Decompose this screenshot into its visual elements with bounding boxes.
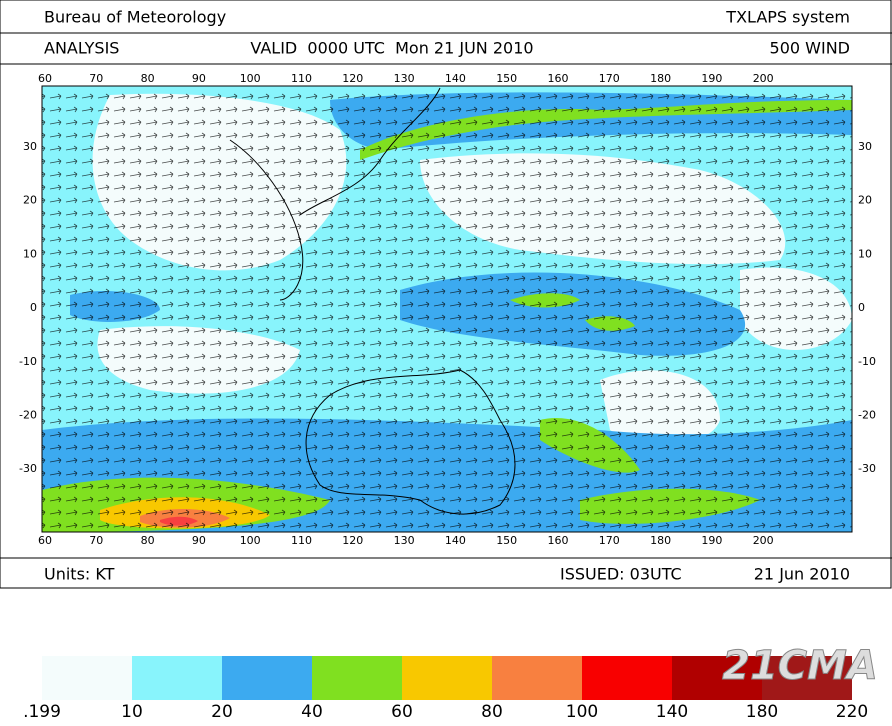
- lat-label: -20: [858, 409, 876, 422]
- lon-label: 90: [192, 72, 206, 85]
- legend-swatch: [582, 656, 672, 700]
- legend: .199 10 20 40 60 80 100 140 180 220: [23, 656, 868, 722]
- lon-label: 80: [141, 72, 155, 85]
- product: ANALYSIS: [44, 39, 119, 58]
- lat-label: -10: [858, 355, 876, 368]
- legend-swatch: [672, 656, 762, 700]
- units: Units: KT: [44, 565, 115, 584]
- lon-label: 200: [753, 534, 774, 547]
- lon-label: 180: [650, 534, 671, 547]
- lon-label: 190: [701, 534, 722, 547]
- lon-label: 200: [753, 72, 774, 85]
- lon-label: 160: [548, 72, 569, 85]
- lon-label: 160: [548, 534, 569, 547]
- legend-swatch: [42, 656, 132, 700]
- lat-label: 20: [858, 194, 872, 207]
- legend-label: 140: [656, 702, 688, 722]
- legend-label: 60: [391, 702, 413, 722]
- field: 500 WIND: [770, 39, 850, 58]
- lon-label: 130: [394, 534, 415, 547]
- lat-label: 0: [30, 301, 37, 314]
- lon-label: 140: [445, 534, 466, 547]
- issue-date: 21 Jun 2010: [754, 565, 850, 584]
- lat-label: -30: [858, 462, 876, 475]
- legend-label: 10: [121, 702, 143, 722]
- lon-label: 120: [342, 534, 363, 547]
- legend-swatch: [492, 656, 582, 700]
- lat-label: 10: [858, 247, 872, 260]
- lon-label: 130: [394, 72, 415, 85]
- lat-label: 0: [858, 301, 865, 314]
- legend-swatch: [402, 656, 492, 700]
- lat-label: 10: [23, 247, 37, 260]
- legend-label: 100: [566, 702, 598, 722]
- issued: ISSUED: 03UTC: [560, 565, 682, 584]
- map-field: [42, 86, 852, 532]
- lon-label: 70: [89, 534, 103, 547]
- lon-label: 120: [342, 72, 363, 85]
- legend-swatch: [132, 656, 222, 700]
- agency: Bureau of Meteorology: [44, 8, 226, 27]
- lat-label: -30: [19, 462, 37, 475]
- lon-label: 110: [291, 534, 312, 547]
- lon-label: 100: [240, 72, 261, 85]
- lon-label: 60: [38, 72, 52, 85]
- lon-label: 110: [291, 72, 312, 85]
- lat-label: 30: [23, 140, 37, 153]
- lon-label: 90: [192, 534, 206, 547]
- axis-labels: 6060707080809090100100110110120120130130…: [19, 72, 876, 547]
- lon-label: 140: [445, 72, 466, 85]
- lon-label: 100: [240, 534, 261, 547]
- lon-label: 80: [141, 534, 155, 547]
- lat-label: 30: [858, 140, 872, 153]
- lon-label: 150: [496, 534, 517, 547]
- system: TXLAPS system: [725, 8, 850, 27]
- lon-label: 170: [599, 534, 620, 547]
- watermark: 21CMA: [722, 643, 878, 689]
- lon-label: 170: [599, 72, 620, 85]
- legend-label: 40: [301, 702, 323, 722]
- lat-label: 20: [23, 194, 37, 207]
- lat-label: -10: [19, 355, 37, 368]
- valid-time: VALID 0000 UTC Mon 21 JUN 2010: [250, 39, 533, 58]
- lon-label: 180: [650, 72, 671, 85]
- legend-label: 220: [836, 702, 868, 722]
- lon-label: 150: [496, 72, 517, 85]
- lon-label: 70: [89, 72, 103, 85]
- lon-label: 190: [701, 72, 722, 85]
- lat-label: -20: [19, 409, 37, 422]
- legend-label: .199: [23, 702, 61, 722]
- legend-swatch: [312, 656, 402, 700]
- legend-swatch: [222, 656, 312, 700]
- lon-label: 60: [38, 534, 52, 547]
- wind-barbs: [42, 86, 852, 532]
- legend-label: 180: [746, 702, 778, 722]
- legend-label: 80: [481, 702, 503, 722]
- legend-swatch: [762, 656, 852, 700]
- legend-label: 20: [211, 702, 233, 722]
- map-border: [41, 85, 853, 533]
